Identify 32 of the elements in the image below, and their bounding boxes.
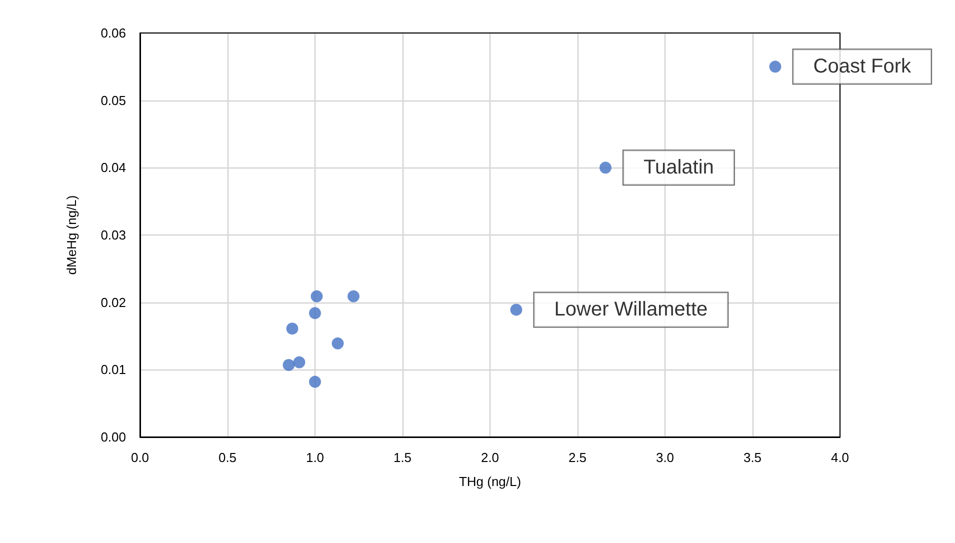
x-tick-label: 4.0 [830, 450, 850, 465]
x-tick-label: 1.5 [393, 450, 412, 465]
y-tick-label: 0.02 [100, 294, 126, 310]
x-tick-label: 1.0 [306, 450, 324, 465]
y-tick-label: 0.01 [100, 362, 126, 378]
x-tick-label: 2.5 [568, 450, 587, 465]
y-axis-title: dMeHg (ng/L) [64, 195, 79, 275]
x-tick-label: 3.0 [656, 450, 674, 465]
x-tick-label: 0.5 [218, 450, 237, 465]
point [309, 376, 321, 388]
point [348, 290, 360, 302]
x-tick-label: 0.0 [130, 450, 150, 465]
point [332, 337, 344, 350]
x-axis-title: THg (ng/L) [458, 474, 522, 489]
point [282, 358, 295, 371]
point [600, 162, 612, 174]
y-tick-label: 0.04 [100, 160, 126, 176]
annotation: Tualatin [644, 156, 714, 179]
y-tick-label: 0.06 [100, 26, 126, 40]
point [293, 356, 306, 368]
y-tick-label: 0.00 [100, 430, 126, 444]
point [510, 304, 522, 316]
annotation: Coast Fork [813, 56, 912, 78]
point [309, 307, 321, 320]
point [769, 60, 782, 73]
point [310, 290, 323, 302]
y-tick-label: 0.05 [100, 92, 126, 108]
point [286, 322, 298, 335]
x-tick-label: 3.5 [743, 450, 762, 465]
annotation: Lower Willamette [554, 298, 708, 321]
y-tick-label: 0.03 [100, 228, 126, 242]
x-tick-label: 2.0 [480, 450, 500, 465]
